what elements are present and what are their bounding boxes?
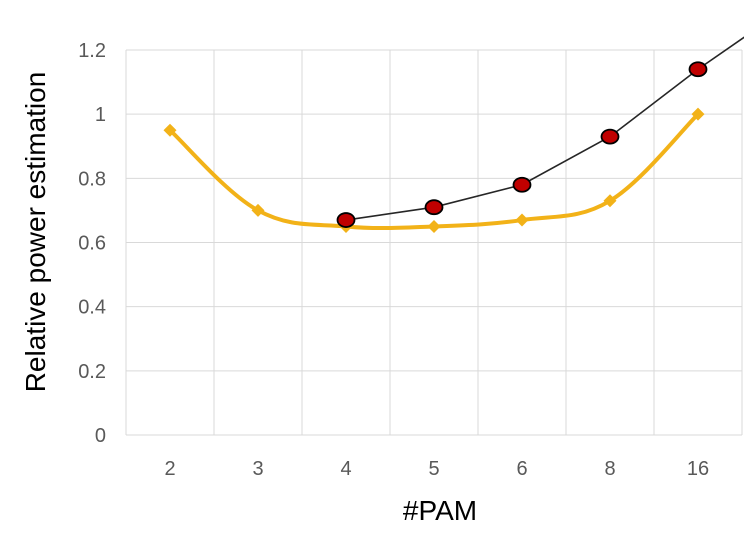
series-line — [345, 36, 744, 221]
grid — [125, 49, 743, 436]
x-tick-label: 2 — [164, 458, 175, 480]
series-0 — [163, 107, 705, 233]
data-point — [336, 212, 356, 228]
series-1 — [336, 36, 744, 228]
data-point — [515, 213, 529, 227]
y-tick-label: 0.2 — [78, 361, 106, 383]
y-tick-label: 0 — [95, 425, 106, 447]
x-tick-label: 5 — [428, 458, 439, 480]
y-tick-label: 0.4 — [78, 297, 106, 319]
data-point — [512, 176, 532, 193]
data-point — [424, 199, 444, 216]
y-axis-ticks: 0 0.2 0.4 0.6 0.8 1 1.2 — [78, 40, 106, 447]
data-point — [603, 194, 617, 208]
data-point — [691, 107, 705, 121]
data-point — [163, 123, 177, 137]
series — [163, 36, 744, 233]
data-point — [251, 203, 265, 217]
x-axis-ticks: 2 3 4 5 6 8 16 — [164, 458, 709, 480]
y-tick-label: 1.2 — [78, 40, 106, 62]
y-tick-label: 0.8 — [78, 168, 106, 190]
y-axis-title: Relative power estimation — [20, 72, 51, 393]
data-point — [427, 219, 441, 233]
data-point — [600, 128, 620, 145]
x-tick-label: 3 — [252, 458, 263, 480]
y-tick-label: 1 — [95, 104, 106, 126]
y-tick-label: 0.6 — [78, 233, 106, 255]
x-tick-label: 4 — [340, 458, 351, 480]
x-tick-label: 8 — [604, 458, 615, 480]
x-tick-label: 6 — [516, 458, 527, 480]
x-axis-title: #PAM — [403, 495, 477, 526]
x-tick-label: 16 — [687, 458, 709, 480]
data-point — [688, 61, 708, 78]
